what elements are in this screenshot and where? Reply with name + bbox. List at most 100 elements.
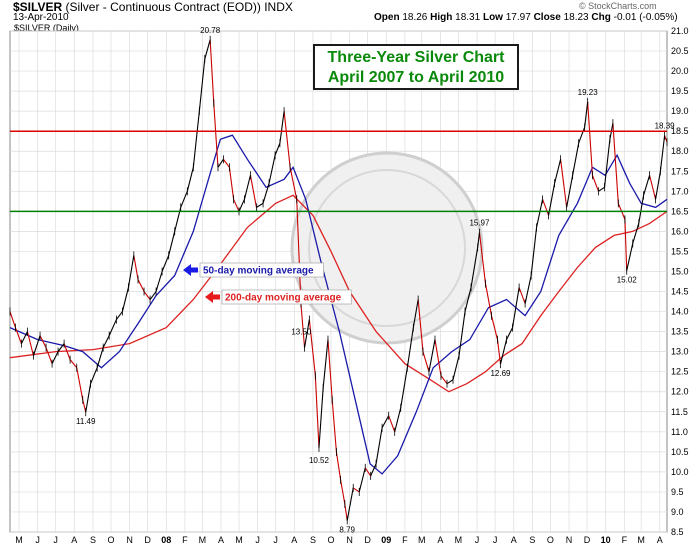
price-segment xyxy=(32,335,41,356)
price-annotation: 10.52 xyxy=(309,456,330,465)
price-segment xyxy=(584,101,589,128)
price-segment xyxy=(458,311,466,356)
x-tick-label: O xyxy=(547,535,554,545)
price-segment xyxy=(496,339,502,365)
x-tick-label: A xyxy=(291,535,297,545)
header-symbol-line: $SILVER (Silver - Continuous Contract (E… xyxy=(13,0,293,14)
price-annotation: 11.49 xyxy=(76,417,96,426)
price-segment xyxy=(57,343,65,352)
chart-title-line-2: April 2007 to April 2010 xyxy=(327,69,505,86)
price-segment xyxy=(102,335,110,348)
x-tick-label: J xyxy=(475,535,480,545)
price-segment xyxy=(603,139,611,188)
price-segment xyxy=(233,199,240,212)
y-tick-label: 14.0 xyxy=(671,307,689,317)
x-tick-label: J xyxy=(255,535,260,545)
price-segment xyxy=(168,231,176,256)
price-segment xyxy=(649,175,657,200)
ticker-period-label: $SILVER (Daily) xyxy=(14,23,79,33)
x-tick-label: M xyxy=(418,535,426,545)
price-segment xyxy=(638,195,645,224)
logo-watermark xyxy=(290,151,484,345)
price-segment xyxy=(137,279,145,292)
legend-label: 200-day moving average xyxy=(225,293,342,304)
price-segment xyxy=(335,451,342,480)
price-segment xyxy=(51,351,59,364)
x-tick-label: J xyxy=(53,535,58,545)
price-segment xyxy=(186,167,194,192)
price-segment xyxy=(127,255,135,288)
price-segment xyxy=(344,503,348,521)
price-segment xyxy=(133,255,139,280)
price-segment xyxy=(238,199,245,212)
y-tick-label: 12.5 xyxy=(671,367,689,377)
x-tick-label: D xyxy=(144,535,151,545)
price-annotation: 15.02 xyxy=(617,276,638,285)
price-segment xyxy=(375,427,383,464)
price-segment xyxy=(406,327,414,368)
x-tick-label: N xyxy=(126,535,133,545)
y-tick-label: 11.0 xyxy=(671,427,688,437)
price-segment xyxy=(490,315,499,340)
price-segment xyxy=(352,487,360,493)
x-tick-label: A xyxy=(437,535,443,545)
price-segment xyxy=(388,415,396,432)
price-segment xyxy=(518,287,526,304)
price-segment xyxy=(76,367,84,400)
price-annotation: 13.50 xyxy=(291,328,312,337)
x-tick-label: A xyxy=(218,535,224,545)
x-tick-label: N xyxy=(346,535,353,545)
price-segment xyxy=(331,399,337,452)
price-segment xyxy=(598,186,605,192)
y-tick-label: 12.0 xyxy=(671,387,689,397)
price-segment xyxy=(289,167,298,200)
price-segment xyxy=(452,355,460,380)
price-segment xyxy=(63,343,71,360)
legend-box xyxy=(221,289,352,305)
price-segment xyxy=(222,158,230,168)
price-segment xyxy=(624,219,628,271)
price-segment xyxy=(39,335,47,348)
price-segment xyxy=(268,155,276,184)
chart-title-line-1: Three-Year Silver Chart xyxy=(327,49,505,66)
price-segment xyxy=(400,367,408,408)
price-segment xyxy=(192,111,200,168)
price-segment xyxy=(578,126,586,144)
low-label: Low xyxy=(482,12,503,23)
price-segment xyxy=(9,311,16,328)
price-segment xyxy=(394,407,402,432)
y-tick-label: 17.5 xyxy=(671,166,689,176)
price-segment xyxy=(26,331,34,356)
price-segment xyxy=(587,101,594,176)
price-segment xyxy=(434,339,442,376)
x-tick-label: A xyxy=(511,535,517,545)
price-segment xyxy=(318,387,324,448)
price-segment xyxy=(283,111,291,168)
price-segment xyxy=(209,39,215,104)
price-segment xyxy=(85,383,92,413)
price-annotation: 8.79 xyxy=(339,525,355,534)
price-segment xyxy=(314,375,320,448)
chg-label: Chg xyxy=(591,12,611,23)
price-segment xyxy=(591,175,599,192)
price-segment xyxy=(180,191,188,208)
price-segment xyxy=(572,143,580,176)
price-segment xyxy=(358,467,366,493)
x-tick-label: A xyxy=(71,535,77,545)
price-segment xyxy=(249,175,257,208)
price-segment xyxy=(643,175,651,196)
price-segment xyxy=(440,375,448,385)
y-tick-label: 9.5 xyxy=(671,487,684,497)
price-segment xyxy=(279,111,285,144)
y-tick-label: 20.5 xyxy=(671,46,689,56)
price-segment xyxy=(121,287,129,312)
x-tick-label: 08 xyxy=(161,535,171,545)
price-segment xyxy=(274,143,281,156)
ma200-line xyxy=(9,194,668,393)
x-tick-label: O xyxy=(107,535,114,545)
price-segment xyxy=(626,243,634,271)
y-tick-label: 16.5 xyxy=(671,206,689,216)
price-segment xyxy=(303,319,310,348)
price-segment xyxy=(243,175,251,200)
price-segment xyxy=(108,319,117,336)
